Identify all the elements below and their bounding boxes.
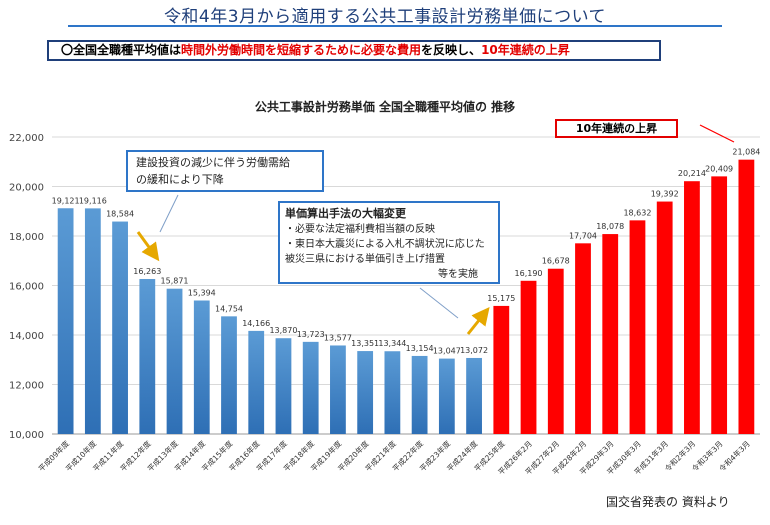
bar <box>330 345 346 434</box>
callout-decline-line-2: の緩和により下降 <box>136 173 224 186</box>
data-label: 15,175 <box>487 294 515 303</box>
bar <box>221 316 237 434</box>
data-label: 19,121 <box>52 196 80 205</box>
y-tick-label: 20,000 <box>9 183 44 194</box>
data-label: 13,344 <box>378 339 406 348</box>
data-label: 19,116 <box>79 196 107 205</box>
source-note: 国交省発表の 資料より <box>606 495 730 509</box>
callout-method-tail: 等を実施 <box>438 269 478 280</box>
bar <box>547 268 564 434</box>
data-label: 21,084 <box>732 148 760 157</box>
streak-badge-pointer <box>699 124 735 143</box>
summary-text-3: を反映し、 <box>421 43 482 57</box>
summary-text-2: 時間外労働時間を短縮するために必要な費用 <box>181 43 422 57</box>
data-label: 16,190 <box>515 269 543 278</box>
summary-text-4: 10年連続の上昇 <box>481 43 570 57</box>
bar <box>139 278 156 434</box>
data-label: 18,632 <box>623 208 651 217</box>
data-label: 15,871 <box>161 277 189 286</box>
summary-banner: 〇全国全職種平均値は時間外労働時間を短縮するために必要な費用を反映し、10年連続… <box>47 40 661 61</box>
bar <box>357 351 374 434</box>
callout-method-change: 単価算出手法の大幅変更 ・必要な法定福利費相当額の反映 ・東日本大震災による入札… <box>278 201 500 284</box>
data-label: 18,078 <box>596 222 624 231</box>
callout-decline-line-1: 建設投資の減少に伴う労働需給 <box>136 156 290 169</box>
callout-method-line-1: ・必要な法定福利費相当額の反映 <box>285 224 435 235</box>
callout-decline-pointer <box>159 194 179 233</box>
decline-arrow <box>136 231 160 262</box>
callout-method-line-3: 被災三県における単価引き上げ措置 <box>285 254 445 265</box>
rise-arrow <box>466 306 490 335</box>
bar <box>520 280 537 434</box>
bar <box>629 220 646 434</box>
bar <box>656 201 673 434</box>
bar <box>112 221 128 434</box>
y-tick-label: 14,000 <box>9 331 44 342</box>
bar <box>493 305 510 434</box>
bar <box>575 243 591 434</box>
bar <box>57 208 74 434</box>
bar <box>438 358 455 434</box>
callout-method-pointer <box>419 287 459 319</box>
y-tick-label: 22,000 <box>9 133 44 144</box>
data-label: 17,704 <box>569 231 597 240</box>
data-label: 19,392 <box>651 190 679 199</box>
y-tick-label: 12,000 <box>9 381 44 392</box>
bar <box>711 176 728 434</box>
data-label: 13,047 <box>433 347 461 356</box>
bar <box>602 234 619 434</box>
y-tick-label: 18,000 <box>9 232 44 243</box>
summary-text-1: 全国全職種平均値は <box>73 43 182 57</box>
data-label: 20,409 <box>705 164 733 173</box>
streak-badge: 10年連続の上昇 <box>555 119 678 138</box>
y-tick-label: 16,000 <box>9 282 44 293</box>
bar <box>193 300 210 434</box>
data-label: 16,263 <box>133 267 161 276</box>
page-title: 令和4年3月から適用する公共工事設計労務単価について <box>163 7 607 27</box>
data-label: 13,870 <box>269 326 297 335</box>
summary-circle: 〇 <box>61 43 74 57</box>
data-label: 13,154 <box>406 344 434 353</box>
data-label: 13,723 <box>297 330 325 339</box>
bar <box>466 357 482 434</box>
bar <box>684 181 700 434</box>
bar <box>411 355 428 434</box>
data-label: 13,351 <box>351 339 379 348</box>
data-label: 13,072 <box>460 346 488 355</box>
data-label: 15,394 <box>188 288 216 297</box>
callout-method-line-2: ・東日本大震災による入札不調状況に応じた <box>285 239 485 250</box>
data-label: 13,577 <box>324 333 352 342</box>
data-label: 14,754 <box>215 304 243 313</box>
data-label: 18,584 <box>106 210 134 219</box>
callout-decline: 建設投資の減少に伴う労働需給 の緩和により下降 <box>126 150 324 192</box>
bar <box>84 208 101 434</box>
bar <box>275 338 292 434</box>
y-tick-label: 10,000 <box>9 430 44 441</box>
bar <box>302 341 319 434</box>
bar <box>248 330 265 434</box>
bar <box>384 351 401 434</box>
data-label: 14,166 <box>242 319 270 328</box>
data-label: 16,678 <box>542 257 570 266</box>
chart-title: 公共工事設計労務単価 全国全職種平均値の 推移 <box>254 100 516 114</box>
callout-method-title: 単価算出手法の大幅変更 <box>285 207 406 220</box>
bar <box>166 288 183 434</box>
data-label: 20,214 <box>678 169 706 178</box>
bar <box>738 159 755 434</box>
title-underline <box>68 25 722 27</box>
